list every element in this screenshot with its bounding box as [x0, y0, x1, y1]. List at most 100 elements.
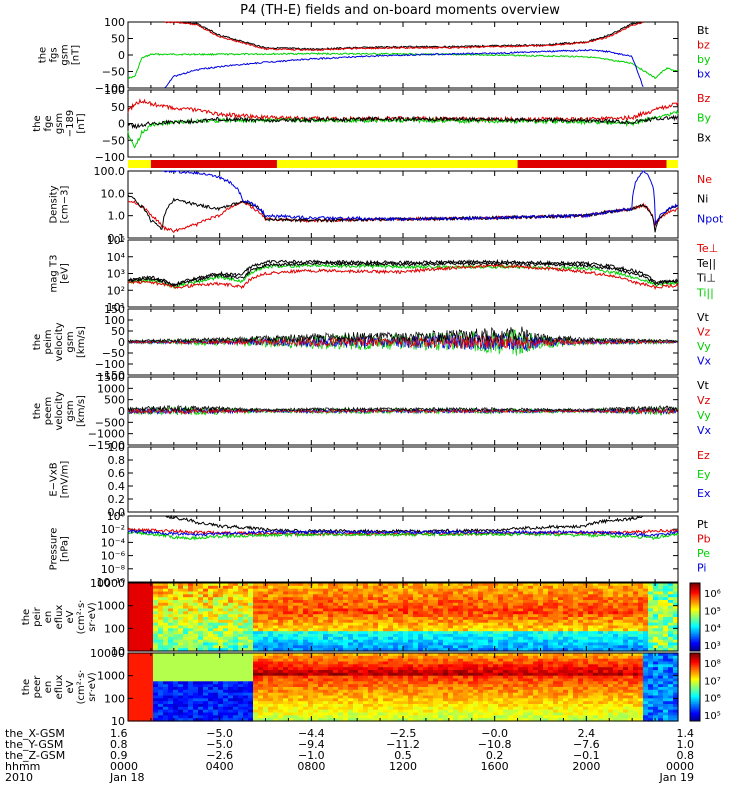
peir-spectrogram-cell [383, 594, 389, 597]
peir-spectrogram-cell [343, 611, 349, 614]
peir-spectrogram-cell [433, 586, 439, 589]
peer-spectrogram-cell [243, 673, 249, 676]
peir-spectrogram-cell [468, 603, 474, 606]
peir-spectrogram-cell [468, 611, 474, 614]
peer-spectrogram-cell [303, 698, 309, 701]
peir-spectrogram-cell [308, 637, 314, 640]
peir-spectrogram-cell [348, 603, 354, 606]
peer-spectrogram-cell [328, 681, 334, 684]
peir-spectrogram-cell [398, 603, 404, 606]
peir-spectrogram-cell [393, 611, 399, 614]
peir-spectrogram-cell [493, 586, 499, 589]
peir-spectrogram-cell [433, 637, 439, 640]
peir-spectrogram-cell [628, 628, 634, 631]
peir-spectrogram-cell [573, 611, 579, 614]
peir-spectrogram-cell [138, 620, 144, 623]
peer-spectrogram-cell [138, 715, 144, 718]
peir-spectrogram-cell [513, 637, 519, 640]
peer-spectrogram-cell [203, 698, 209, 701]
peer-spectrogram-cell [278, 715, 284, 718]
peir-spectrogram-colorbar-tick: 10⁴ [704, 624, 721, 635]
peer-spectrogram-cell [188, 698, 194, 701]
pressure-ytick-label: 10⁻⁸ [101, 563, 126, 576]
peir-spectrogram-cell [323, 637, 329, 640]
peir-spectrogram-cell [643, 603, 649, 606]
peir-spectrogram-cell [438, 637, 444, 640]
peir-spectrogram-cell [588, 628, 594, 631]
peir-spectrogram-ylabel-line: (cm²·s· [76, 600, 87, 635]
peir-spectrogram-cell [333, 594, 339, 597]
peir-spectrogram-cell [383, 620, 389, 623]
peir-spectrogram-cell [323, 645, 329, 648]
peir-spectrogram-cell [528, 611, 534, 614]
peir-spectrogram-cell [148, 620, 154, 623]
peir-spectrogram-cell [233, 645, 239, 648]
fgs-legend-2: by [697, 53, 711, 66]
peer-spectrogram-cell [293, 673, 299, 676]
peer-spectrogram-cell [378, 664, 384, 667]
peer-spectrogram-cell [298, 681, 304, 684]
peir-spectrogram-cell [158, 611, 164, 614]
peer-spectrogram-cell [188, 681, 194, 684]
peer-spectrogram-cell [428, 698, 434, 701]
fgs-series-by [128, 53, 678, 79]
peir-spectrogram-cell [473, 628, 479, 631]
peir-spectrogram-cell [193, 620, 199, 623]
peem-velocity-ylabel-line: peem [43, 397, 54, 425]
peir-spectrogram-cell [663, 594, 669, 597]
peer-spectrogram-cell [448, 656, 454, 659]
peer-spectrogram-cell [208, 673, 214, 676]
peir-spectrogram-cell [463, 645, 469, 648]
peer-spectrogram-cell [178, 715, 184, 718]
peir-spectrogram-cell [338, 586, 344, 589]
mode-bar-segment-4 [667, 160, 678, 168]
peir-spectrogram-cell [608, 603, 614, 606]
peir-spectrogram-cell [483, 594, 489, 597]
peir-spectrogram-cell [648, 637, 654, 640]
peir-spectrogram-cell [403, 628, 409, 631]
peir-spectrogram-colorbar-tick: 10⁶ [704, 589, 721, 600]
peer-spectrogram-cell [173, 690, 179, 693]
peir-spectrogram-cell [448, 603, 454, 606]
peir-spectrogram-cell [488, 594, 494, 597]
peir-spectrogram-cell [328, 628, 334, 631]
peir-spectrogram-cell [563, 620, 569, 623]
peir-spectrogram-cell [163, 611, 169, 614]
peir-spectrogram-cell [188, 620, 194, 623]
peir-spectrogram-cell [593, 628, 599, 631]
peir-spectrogram-cell [458, 594, 464, 597]
peir-spectrogram-cell [238, 628, 244, 631]
peir-spectrogram-cell [473, 637, 479, 640]
peer-spectrogram-cell [328, 664, 334, 667]
peer-spectrogram-cell [153, 715, 159, 718]
peir-spectrogram-cell [628, 620, 634, 623]
peir-spectrogram-cell [383, 645, 389, 648]
peir-spectrogram-cell [218, 637, 224, 640]
peir-spectrogram-cell [553, 611, 559, 614]
peir-spectrogram-cell [253, 594, 259, 597]
peir-spectrogram-cell [493, 620, 499, 623]
peer-spectrogram-cell [318, 715, 324, 718]
peer-spectrogram-cell [383, 698, 389, 701]
peir-spectrogram-cell [513, 628, 519, 631]
peim-velocity-ylabel-line: velocity [54, 322, 65, 361]
peer-spectrogram-cell [413, 707, 419, 710]
peer-spectrogram-cell [333, 681, 339, 684]
peer-spectrogram-cell [413, 698, 419, 701]
peir-spectrogram-cell [438, 586, 444, 589]
peir-spectrogram-cell [348, 594, 354, 597]
peer-spectrogram-cell [433, 698, 439, 701]
peer-spectrogram-cell [203, 715, 209, 718]
peir-spectrogram-cell [403, 637, 409, 640]
peir-spectrogram-cell [663, 620, 669, 623]
peer-spectrogram-cell [168, 715, 174, 718]
peer-spectrogram-cell [228, 698, 234, 701]
peir-spectrogram-cell [133, 594, 139, 597]
peir-spectrogram-cell [263, 594, 269, 597]
peir-spectrogram-cell [173, 594, 179, 597]
peir-spectrogram-cell [423, 620, 429, 623]
peer-spectrogram-cell [398, 673, 404, 676]
peir-spectrogram-cell [623, 594, 629, 597]
temperature-ylabel-line: [eV] [60, 263, 71, 284]
peer-spectrogram-cell [223, 698, 229, 701]
